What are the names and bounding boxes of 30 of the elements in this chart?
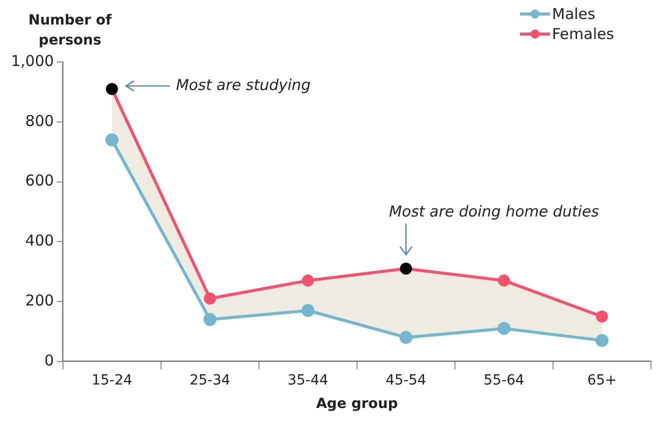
point [302, 274, 314, 287]
y-tick-label: 1,000 [10, 52, 54, 70]
point [105, 133, 118, 146]
x-tick-label: 45-54 [386, 372, 426, 388]
point [203, 312, 216, 326]
point [595, 334, 608, 347]
legend-label: Males [552, 4, 596, 23]
point [596, 310, 608, 322]
x-axis-title: Age group [316, 396, 398, 412]
point [204, 292, 216, 305]
y-axis-title: Number of persons [28, 12, 113, 49]
point [400, 262, 412, 275]
x-tick-label: 55-64 [484, 372, 524, 388]
y-tick-label: 400 [25, 232, 54, 250]
y-tick-label: 0 [44, 351, 54, 370]
x-tick-label: 65+ [587, 372, 617, 388]
x-tick-label: 25-34 [190, 372, 230, 388]
annotation: Most are doing home duties [388, 202, 600, 220]
point [498, 274, 510, 287]
point [106, 82, 118, 95]
x-tick-label: 35-44 [288, 372, 328, 388]
point [301, 304, 314, 317]
legend-label: Females [552, 24, 614, 43]
point [497, 322, 510, 335]
y-tick-label: 600 [25, 172, 54, 190]
y-tick-label: 800 [25, 112, 54, 130]
annotation: Most are studying [176, 76, 311, 94]
point [399, 330, 412, 344]
y-tick-label: 200 [25, 291, 54, 310]
x-tick-label: 15-24 [92, 372, 132, 388]
